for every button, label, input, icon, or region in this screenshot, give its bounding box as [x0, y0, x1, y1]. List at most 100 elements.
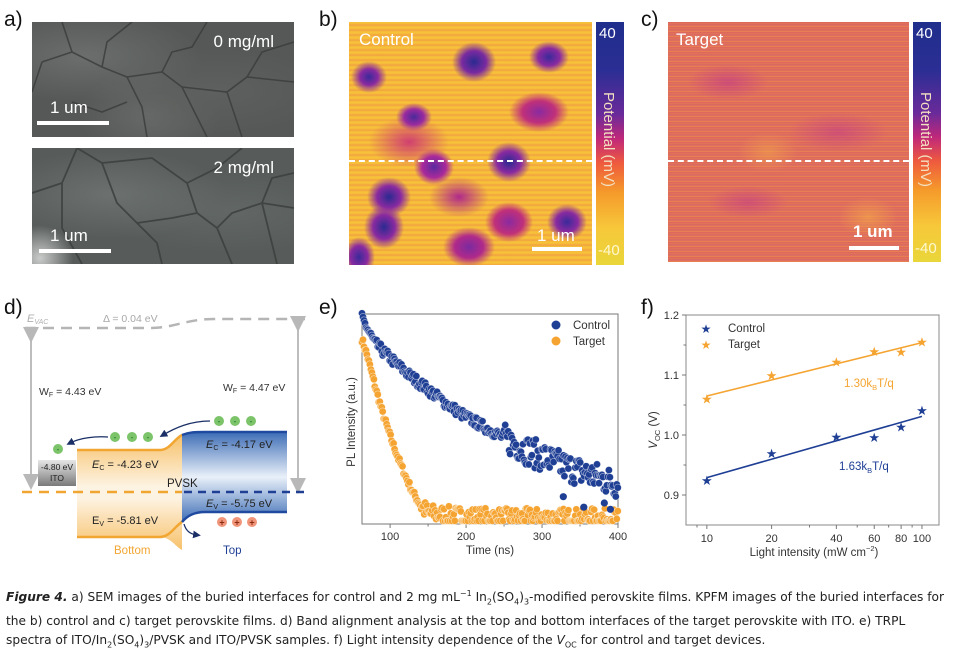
data-point: [576, 458, 585, 467]
svg-text:+: +: [249, 518, 254, 528]
data-point: [564, 464, 573, 473]
ec-top-label: EC = -4.17 eV: [206, 439, 273, 452]
x-tick-label: 40: [830, 533, 842, 545]
data-point: [532, 505, 541, 514]
x-axis-label: Time (ns): [466, 545, 514, 557]
colorbar-min: -40: [915, 240, 937, 257]
panel-label-e: e): [319, 296, 338, 319]
data-point: [531, 435, 540, 444]
hole-transfer-arrow: [183, 523, 201, 539]
top-label: Top: [223, 545, 242, 557]
trpl-chart: 100 200 300 400 Time (ns) PL Intensity (a.u…: [346, 309, 627, 557]
data-point: [506, 450, 514, 458]
electrons: - - - - - - -: [53, 416, 256, 454]
voc-light-chart: 10 20 40 60 80 100 0.9 1.0 1.1 1.2 ★ ★ ★ ★ ★ ★ ★ ★ ★ ★ ★ ★ L…: [648, 310, 940, 559]
colorbar-min: -40: [598, 242, 620, 259]
data-point: [580, 503, 588, 511]
data-point: [600, 499, 608, 507]
svg-text:+: +: [219, 518, 224, 528]
data-point-control: ★: [895, 420, 907, 435]
data-point: [398, 462, 407, 471]
fit-line-control: [706, 415, 923, 479]
legend-marker-target: [551, 336, 561, 346]
data-point: [611, 492, 620, 501]
wf-right-label: WF = 4.47 eV: [223, 382, 285, 395]
data-point: [593, 460, 601, 469]
x-tick-label: 80: [895, 533, 907, 545]
data-point-control: ★: [868, 430, 880, 445]
data-point-control: ★: [701, 473, 713, 488]
figure-caption: Figure 4. a) SEM images of the buried in…: [6, 589, 945, 649]
colorbar-title: Potential (mV): [600, 92, 617, 188]
data-point: [564, 506, 573, 515]
bottom-label: Bottom: [114, 545, 150, 557]
data-point-target: ★: [831, 354, 843, 369]
line-profile-marker: [668, 160, 909, 162]
colorbar-max: 40: [599, 25, 616, 42]
kpfm-title: Target: [676, 30, 724, 49]
data-point: [590, 505, 598, 514]
series-control: [358, 309, 622, 501]
ito-energy: -4.80 eV: [41, 462, 73, 472]
svg-text:-: -: [218, 417, 221, 426]
x-tick-label: 100: [913, 533, 931, 545]
ideality-label-target: 1.30kBT/q: [844, 378, 894, 392]
svg-text:-: -: [57, 445, 60, 454]
holes: + + +: [217, 517, 257, 528]
sem-condition-label: 2 mg/ml: [213, 158, 274, 177]
band-alignment-diagram: EVAC Δ = 0.04 eV WF = 4.43 eV WF = 4.47 …: [22, 313, 306, 557]
plot-area: [685, 314, 940, 526]
data-point: [501, 420, 510, 429]
data-point: [606, 505, 615, 513]
wf-left-label: WF = 4.43 eV: [39, 386, 101, 399]
data-point: [412, 372, 421, 380]
scale-bar: [532, 247, 582, 251]
colorbar-max: 40: [916, 25, 933, 42]
legend-label-control: Control: [573, 320, 610, 332]
data-point: [512, 440, 520, 449]
line-profile-marker: [349, 160, 592, 162]
ideality-label-control: 1.63kBT/q: [839, 461, 889, 475]
colorbar-c: 40 Potential (mV) -40: [913, 22, 941, 262]
scale-bar: [37, 121, 109, 125]
x-tick-label: 20: [765, 533, 777, 545]
ev-top-label: EV = -5.75 eV: [206, 498, 273, 511]
sem-condition-label: 0 mg/ml: [213, 32, 274, 51]
y-tick-label: 1.1: [664, 370, 679, 382]
data-point: [359, 335, 367, 344]
data-point: [405, 478, 414, 487]
x-tick-label: 300: [533, 531, 551, 543]
svg-text:+: +: [234, 518, 239, 528]
svg-text:-: -: [114, 433, 117, 442]
data-point: [524, 460, 533, 469]
scale-bar: [39, 249, 111, 253]
legend: Control Target: [551, 320, 610, 348]
ec-bottom-label: EC = -4.23 eV: [92, 459, 159, 472]
x-tick-label: 200: [457, 531, 475, 543]
data-point: [595, 479, 603, 488]
sem-image-0mg: 0 mg/ml 1 um: [32, 22, 294, 137]
data-point-target: ★: [766, 368, 778, 383]
kpfm-title: Control: [359, 30, 414, 49]
svg-text:-: -: [234, 417, 237, 426]
legend-label-control: Control: [728, 323, 765, 335]
data-point: [613, 483, 622, 492]
legend-marker-control: [551, 320, 561, 330]
data-point: [534, 453, 543, 462]
scale-bar-label: 1 um: [853, 222, 893, 241]
x-tick-label: 10: [701, 533, 713, 545]
svg-text:-: -: [250, 417, 253, 426]
data-point: [444, 502, 453, 511]
sem-image-2mg: 2 mg/ml 1 um: [32, 148, 294, 264]
data-point: [570, 479, 579, 488]
grain-boundaries: [32, 22, 294, 137]
data-point: [613, 507, 622, 515]
scale-bar: [849, 246, 899, 250]
y-tick-label: 0.9: [664, 490, 679, 502]
top-band: [182, 432, 287, 522]
x-tick-label: 400: [609, 531, 627, 543]
legend: ★ Control ★ Target: [701, 322, 765, 352]
evac-label: EVAC: [27, 313, 49, 326]
ito-label: ITO: [50, 473, 64, 483]
grain-boundaries: [32, 148, 294, 264]
